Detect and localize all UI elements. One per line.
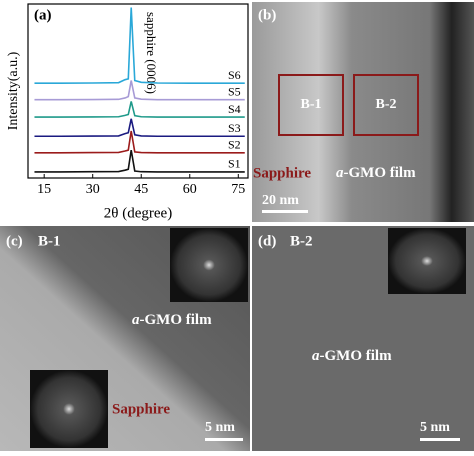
plot-frame [27, 3, 249, 179]
box-label: B-1 [301, 97, 322, 112]
region-label: a-GMO film [336, 165, 416, 181]
annotation: sapphire (0006) [144, 12, 159, 94]
scale-label: 5 nm [420, 420, 450, 435]
fft-inset [388, 228, 466, 294]
panel-label: (b) [258, 7, 276, 23]
series-line [34, 101, 245, 118]
fft-inset [170, 228, 248, 302]
x-tick-label: 75 [231, 182, 245, 197]
panel-name: B-2 [290, 233, 313, 249]
series-label: S2 [228, 138, 241, 152]
region-label: Sapphire [253, 165, 311, 181]
box-label: B-2 [376, 97, 397, 112]
x-tick-label: 45 [134, 182, 148, 197]
series-line [34, 150, 245, 173]
series-label: S1 [228, 157, 241, 171]
series-line [34, 7, 245, 84]
scale-label: 5 nm [205, 420, 235, 435]
series-line [34, 130, 245, 154]
x-tick-label: 30 [86, 182, 100, 197]
series-label: S3 [228, 121, 241, 135]
x-axis-label: 2θ (degree) [104, 205, 172, 221]
series-label: S4 [228, 102, 241, 116]
panel-label: (c) [6, 233, 23, 249]
region-label: a-GMO film [312, 348, 392, 364]
x-tick-label: 15 [37, 182, 51, 197]
scale-label: 20 nm [262, 193, 299, 208]
series-label: S5 [228, 84, 241, 98]
panel-label: (a) [34, 7, 52, 23]
panel-label: (d) [258, 233, 276, 249]
series-label: S6 [228, 68, 241, 82]
fft-inset [30, 370, 108, 448]
series-line [34, 118, 245, 138]
tem-image [252, 2, 474, 222]
region-box [353, 74, 419, 136]
panel-name: B-1 [38, 233, 61, 249]
y-axis-label: Intensity(a.u.) [6, 51, 21, 130]
region-box [278, 74, 344, 136]
region-label: a-GMO film [132, 312, 212, 328]
region-label: Sapphire [112, 401, 170, 417]
scale-bar [205, 438, 243, 441]
scale-bar [262, 210, 308, 213]
scale-bar [420, 438, 460, 441]
x-tick-label: 60 [183, 182, 197, 197]
series-line [34, 80, 245, 101]
